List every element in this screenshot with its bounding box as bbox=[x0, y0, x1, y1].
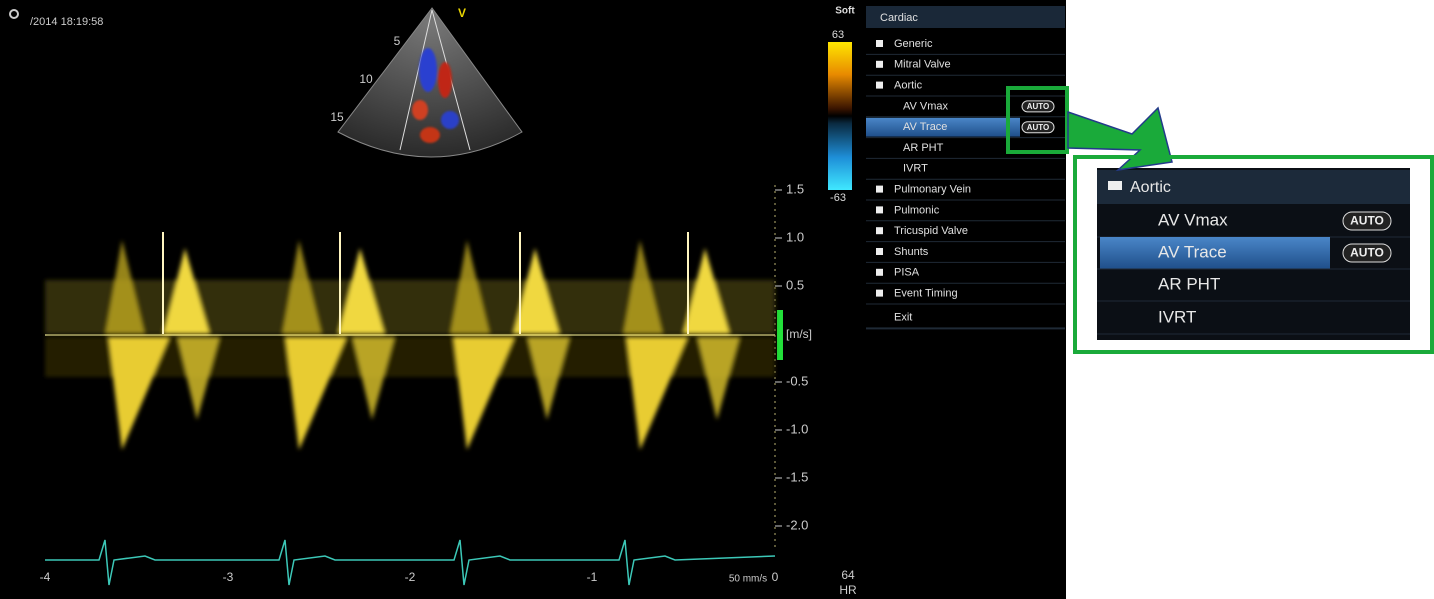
callout-arrow bbox=[1068, 108, 1172, 170]
inset-item: IVRT bbox=[1158, 307, 1196, 326]
menu-item[interactable]: Shunts bbox=[894, 246, 929, 258]
velocity-label: 1.0 bbox=[786, 229, 804, 244]
zoom-inset: Aortic AV Vmax AUTO AV Trace AUTO AR PHT IVRT bbox=[1097, 168, 1410, 340]
heart-rate-label: HR bbox=[839, 583, 857, 597]
folder-icon bbox=[876, 186, 883, 193]
menu-title: Cardiac bbox=[880, 12, 918, 24]
menu-item[interactable]: Tricuspid Valve bbox=[894, 225, 968, 237]
inset-item: AV Vmax bbox=[1158, 210, 1228, 229]
mode-label: V bbox=[458, 6, 466, 20]
time-label: -3 bbox=[223, 570, 234, 584]
folder-icon bbox=[876, 248, 883, 255]
auto-button-label: AUTO bbox=[1027, 102, 1050, 111]
menu-bottom bbox=[866, 327, 1065, 329]
folder-icon bbox=[876, 290, 883, 297]
baseline-marker bbox=[777, 310, 783, 360]
velocity-label: -1.5 bbox=[786, 469, 808, 484]
inset-auto-button-label: AUTO bbox=[1350, 246, 1384, 260]
color-map-name: Soft bbox=[835, 6, 855, 17]
menu-exit[interactable]: Exit bbox=[894, 311, 912, 323]
menu-item[interactable]: Mitral Valve bbox=[894, 59, 951, 71]
folder-icon bbox=[876, 61, 883, 68]
folder-icon bbox=[876, 40, 883, 47]
velocity-label: -2.0 bbox=[786, 517, 808, 532]
menu-subitem[interactable]: AV Vmax bbox=[903, 100, 949, 112]
color-map-max: 63 bbox=[832, 29, 844, 41]
inset-item: AR PHT bbox=[1158, 274, 1220, 293]
velocity-label: 1.5 bbox=[786, 181, 804, 196]
velocity-label: 0.5 bbox=[786, 277, 804, 292]
page: /2014 18:19:58 V 5 10 15 Soft 63 -63 1.5 1.0 0.5 -0… bbox=[0, 0, 1434, 599]
menu-item[interactable]: Aortic bbox=[894, 80, 923, 92]
folder-icon bbox=[876, 82, 883, 89]
menu-item[interactable]: Generic bbox=[894, 38, 933, 50]
velocity-unit: [m/s] bbox=[786, 327, 812, 341]
sweep-speed: 50 mm/s bbox=[729, 574, 767, 585]
menu-item[interactable]: PISA bbox=[894, 267, 920, 279]
spectral-noise bbox=[45, 280, 775, 334]
time-label: 0 bbox=[772, 570, 779, 584]
menu-item[interactable]: Pulmonary Vein bbox=[894, 184, 971, 196]
folder-icon bbox=[876, 227, 883, 234]
menu-item[interactable]: Event Timing bbox=[894, 288, 958, 300]
menu-subitem[interactable]: AV Trace bbox=[903, 121, 947, 133]
heart-rate: 64 bbox=[841, 568, 855, 582]
inset-item: AV Trace bbox=[1158, 242, 1227, 261]
velocity-label: -0.5 bbox=[786, 373, 808, 388]
depth-label: 15 bbox=[330, 110, 344, 124]
folder-icon bbox=[876, 206, 883, 213]
color-scale-bar bbox=[828, 42, 852, 190]
folder-icon bbox=[876, 269, 883, 276]
depth-label: 10 bbox=[359, 72, 373, 86]
timestamp: /2014 18:19:58 bbox=[30, 16, 103, 28]
time-label: -1 bbox=[587, 570, 598, 584]
menu-subitem[interactable]: IVRT bbox=[903, 163, 928, 175]
time-label: -2 bbox=[405, 570, 416, 584]
time-label: -4 bbox=[40, 570, 51, 584]
menu-item[interactable]: Pulmonic bbox=[894, 204, 940, 216]
folder-icon bbox=[1108, 181, 1122, 190]
depth-label: 5 bbox=[394, 34, 401, 48]
auto-button-label: AUTO bbox=[1027, 123, 1050, 132]
inset-title: Aortic bbox=[1130, 179, 1171, 196]
menu-subitem[interactable]: AR PHT bbox=[903, 142, 944, 154]
screen: /2014 18:19:58 V 5 10 15 Soft 63 -63 1.5 1.0 0.5 -0… bbox=[0, 0, 1434, 599]
inset-auto-button-label: AUTO bbox=[1350, 214, 1384, 228]
velocity-label: -1.0 bbox=[786, 421, 808, 436]
color-map-min: -63 bbox=[830, 192, 846, 204]
